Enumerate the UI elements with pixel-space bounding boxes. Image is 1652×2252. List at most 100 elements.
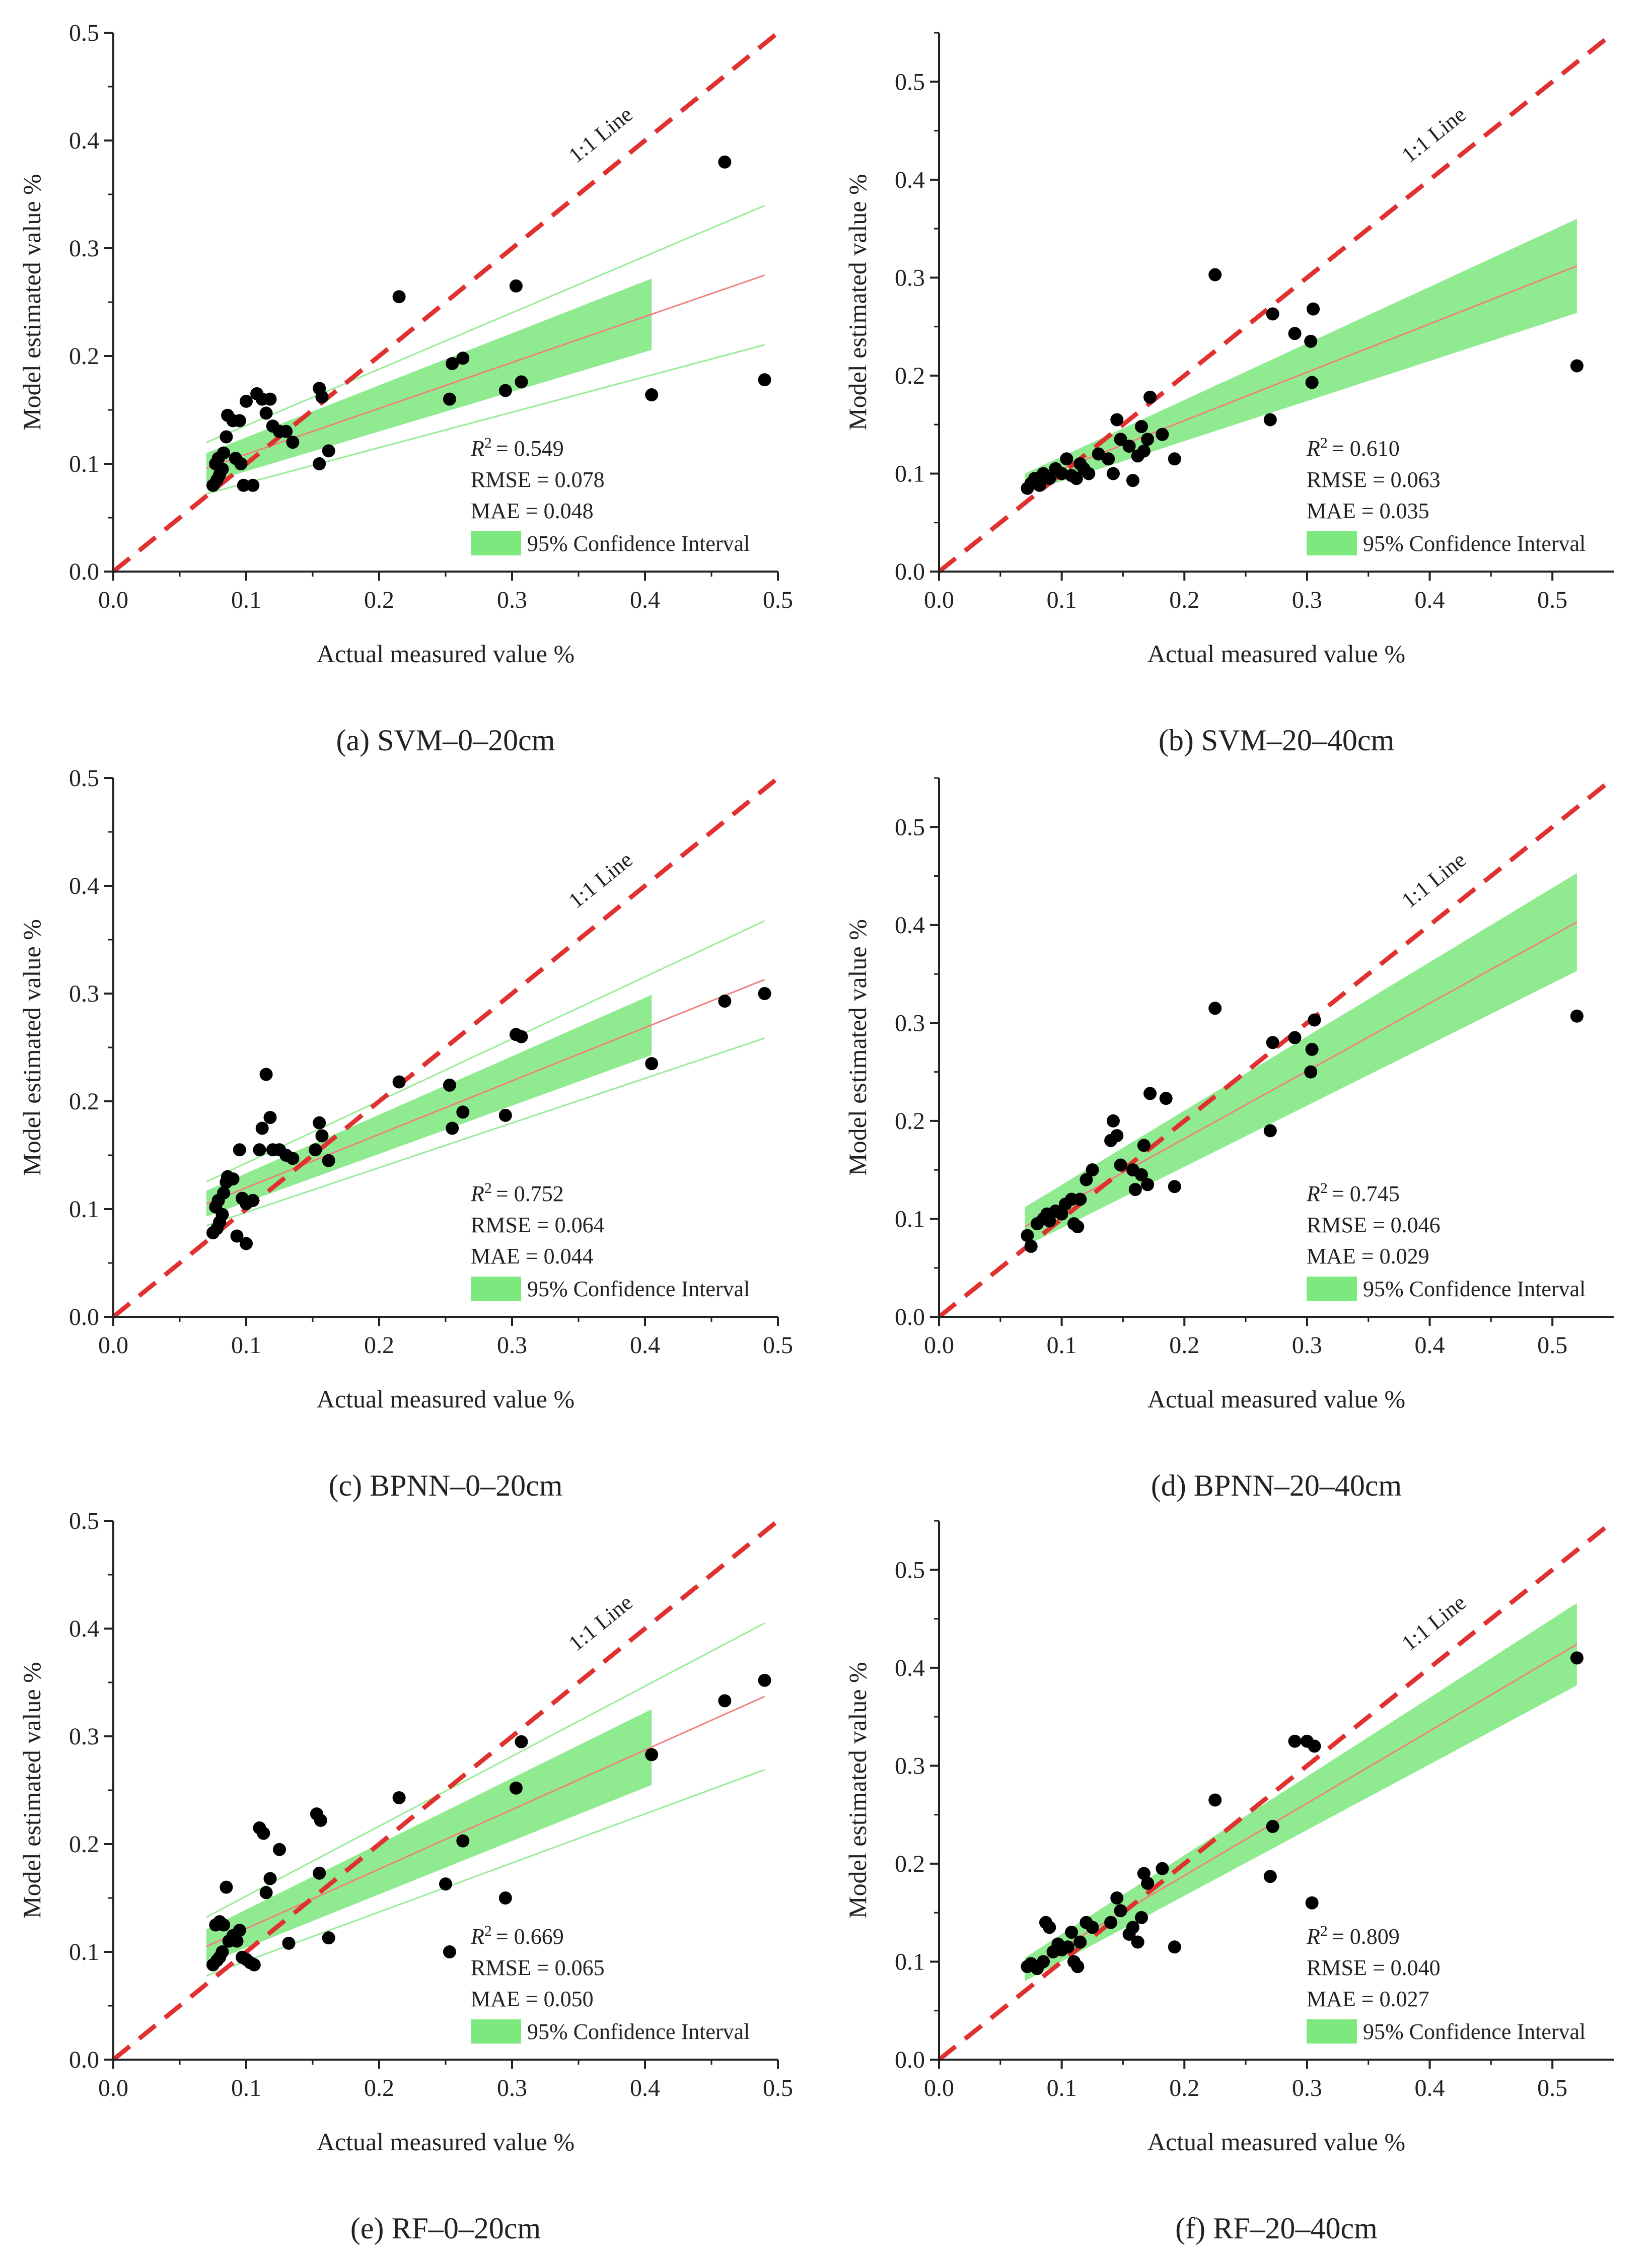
data-point bbox=[217, 1186, 231, 1200]
panel-c: 1:1 Line 0.0 0.1 0.2 0.3 0.4 0.5 0.0 0.1 0.2 0.3 0.… bbox=[18, 765, 793, 1502]
data-point bbox=[498, 1891, 512, 1905]
data-point bbox=[1570, 1009, 1584, 1023]
data-point bbox=[1043, 1921, 1056, 1934]
y-tick-label: 0.4 bbox=[895, 167, 925, 193]
data-point bbox=[1141, 1178, 1155, 1191]
confidence-band bbox=[206, 1709, 652, 1964]
data-point bbox=[230, 1229, 244, 1243]
x-tick-label: 0.3 bbox=[1292, 2075, 1322, 2101]
prediction-upper-line bbox=[206, 1622, 765, 1918]
fit-line bbox=[206, 274, 765, 469]
confidence-band bbox=[206, 278, 652, 483]
data-point bbox=[1305, 1896, 1319, 1910]
x-tick-label: 0.1 bbox=[231, 587, 261, 613]
y-tick-label: 0.1 bbox=[69, 1939, 99, 1965]
x-tick-label: 0.0 bbox=[924, 1332, 954, 1359]
data-point bbox=[718, 1694, 732, 1708]
data-point bbox=[1110, 413, 1124, 427]
legend-swatch bbox=[1307, 1277, 1357, 1301]
mae-stat: MAE = 0.048 bbox=[471, 499, 594, 523]
data-point bbox=[259, 406, 273, 420]
x-tick-label: 0.1 bbox=[231, 1332, 261, 1359]
y-tick-label: 0.3 bbox=[895, 1010, 925, 1036]
data-point bbox=[1288, 1031, 1302, 1044]
data-point bbox=[286, 436, 300, 449]
data-point bbox=[645, 1057, 659, 1071]
prediction-lower-line bbox=[206, 1769, 765, 1977]
y-tick-label: 0.3 bbox=[69, 1723, 99, 1750]
data-point bbox=[233, 1924, 246, 1937]
fit-line bbox=[206, 1696, 765, 1947]
y-tick-label: 0.1 bbox=[69, 1196, 99, 1223]
data-point bbox=[322, 1931, 335, 1945]
data-point bbox=[226, 1172, 240, 1186]
rmse-stat: RMSE = 0.040 bbox=[1307, 1955, 1441, 1980]
y-tick-label: 0.0 bbox=[69, 558, 99, 585]
y-axis-title: Model estimated value % bbox=[18, 174, 46, 431]
legend-swatch bbox=[471, 1277, 521, 1301]
one-to-one-label: 1:1 Line bbox=[564, 102, 637, 168]
data-point bbox=[1263, 1870, 1277, 1883]
x-tick-label: 0.4 bbox=[1415, 2075, 1445, 2101]
data-point bbox=[1305, 376, 1319, 389]
x-axis-title: Actual measured value % bbox=[1147, 1385, 1405, 1413]
panel-e: 1:1 Line 0.0 0.1 0.2 0.3 0.4 0.5 0.0 0.1 0.2 0.3 0.… bbox=[18, 1508, 793, 2245]
rmse-stat: RMSE = 0.063 bbox=[1307, 467, 1441, 492]
y-tick-label: 0.5 bbox=[895, 814, 925, 840]
y-axis-title: Model estimated value % bbox=[18, 1662, 46, 1919]
x-axis-title: Actual measured value % bbox=[317, 2128, 574, 2156]
data-point bbox=[758, 1673, 771, 1687]
data-point bbox=[313, 1866, 326, 1880]
rmse-stat: RMSE = 0.065 bbox=[471, 1955, 605, 1980]
legend-swatch bbox=[1307, 531, 1357, 555]
x-tick-label: 0.2 bbox=[364, 2075, 394, 2101]
r2-stat: R2 = 0.745 bbox=[1306, 1180, 1400, 1207]
x-tick-label: 0.4 bbox=[1415, 1332, 1445, 1359]
data-point bbox=[286, 1152, 300, 1165]
one-to-one-line bbox=[112, 1519, 779, 2062]
data-point bbox=[392, 1791, 406, 1804]
x-axis-title: Actual measured value % bbox=[317, 640, 574, 668]
x-tick-label: 0.1 bbox=[1047, 1332, 1077, 1359]
data-point bbox=[1263, 413, 1277, 427]
data-point bbox=[1061, 1940, 1074, 1954]
data-point bbox=[392, 290, 406, 304]
data-point bbox=[446, 357, 459, 370]
y-axis-title: Model estimated value % bbox=[18, 919, 46, 1176]
rmse-stat: RMSE = 0.064 bbox=[471, 1213, 605, 1237]
x-tick-label: 0.3 bbox=[497, 1332, 527, 1359]
data-point bbox=[322, 1154, 335, 1167]
y-tick-label: 0.0 bbox=[895, 2047, 925, 2073]
data-point bbox=[314, 1813, 327, 1827]
prediction-lower-line bbox=[206, 1037, 765, 1227]
x-tick-label: 0.1 bbox=[1047, 2075, 1077, 2101]
data-point bbox=[1308, 1739, 1321, 1753]
data-point bbox=[257, 1826, 270, 1840]
x-tick-label: 0.0 bbox=[98, 1332, 128, 1359]
data-point bbox=[1043, 1214, 1056, 1228]
data-point bbox=[279, 425, 293, 438]
legend-label: 95% Confidence Interval bbox=[1363, 1277, 1586, 1301]
x-tick-label: 0.0 bbox=[924, 587, 954, 613]
y-tick-label: 0.3 bbox=[69, 980, 99, 1007]
data-point bbox=[1131, 1935, 1144, 1949]
y-tick-label: 0.0 bbox=[895, 1304, 925, 1330]
data-point bbox=[515, 375, 528, 389]
data-point bbox=[515, 1735, 528, 1748]
data-points bbox=[206, 1673, 771, 1972]
data-point bbox=[1137, 1139, 1151, 1152]
rmse-stat: RMSE = 0.046 bbox=[1307, 1213, 1441, 1237]
one-to-one-label: 1:1 Line bbox=[564, 847, 637, 913]
data-point bbox=[1021, 1229, 1034, 1242]
data-point bbox=[1143, 390, 1157, 404]
x-tick-label: 0.5 bbox=[1537, 2075, 1567, 2101]
x-tick-label: 0.2 bbox=[364, 1332, 394, 1359]
mae-stat: MAE = 0.035 bbox=[1307, 499, 1429, 523]
x-tick-label: 0.4 bbox=[630, 1332, 660, 1359]
data-point bbox=[1263, 1124, 1277, 1138]
data-point bbox=[263, 392, 277, 406]
x-tick-label: 0.5 bbox=[763, 2075, 793, 2101]
x-tick-label: 0.2 bbox=[1169, 587, 1199, 613]
data-point bbox=[509, 279, 523, 293]
